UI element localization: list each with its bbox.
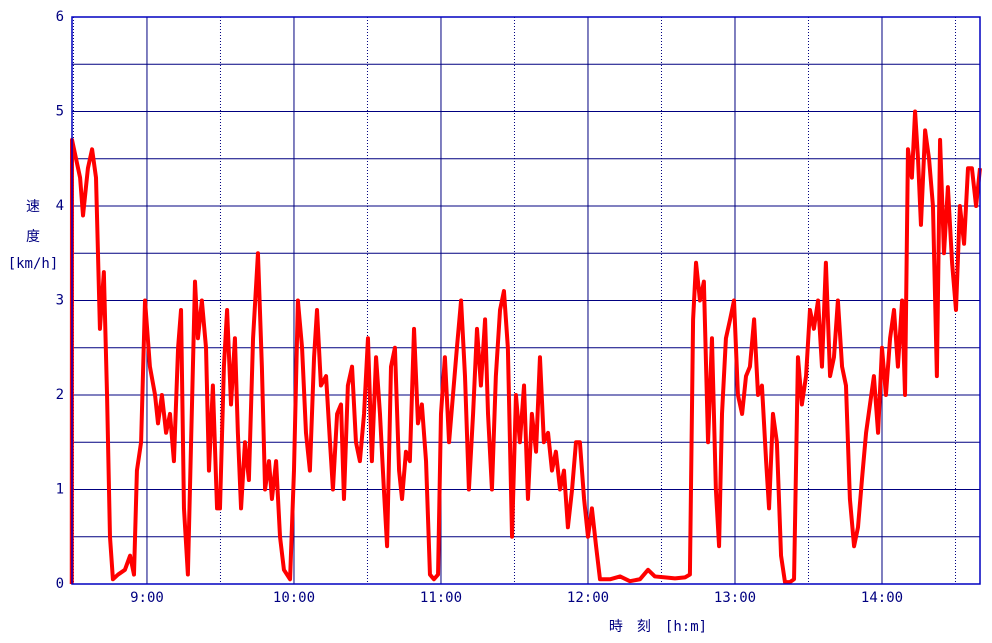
x-tick-label: 14:00 xyxy=(861,590,903,606)
y-tick-label: 2 xyxy=(56,387,64,403)
x-tick-label: 12:00 xyxy=(567,590,609,606)
plot-border xyxy=(71,16,981,585)
y-tick-label: 3 xyxy=(56,293,64,309)
y-tick-label: 4 xyxy=(56,198,64,214)
x-tick-label: 9:00 xyxy=(130,590,164,606)
y-tick-label: 1 xyxy=(56,482,64,498)
x-tick-label: 10:00 xyxy=(273,590,315,606)
y-axis-label: 速 xyxy=(26,199,40,215)
y-axis-label: 度 xyxy=(26,229,40,245)
x-tick-label: 13:00 xyxy=(714,590,756,606)
y-axis-label: [km/h] xyxy=(8,256,59,272)
x-axis-label: 時 刻 [h:m] xyxy=(609,619,707,635)
y-tick-label: 0 xyxy=(56,576,64,592)
x-tick-label: 11:00 xyxy=(420,590,462,606)
speed-line xyxy=(69,109,982,585)
y-tick-label: 6 xyxy=(56,9,64,25)
y-tick-label: 5 xyxy=(56,104,64,120)
